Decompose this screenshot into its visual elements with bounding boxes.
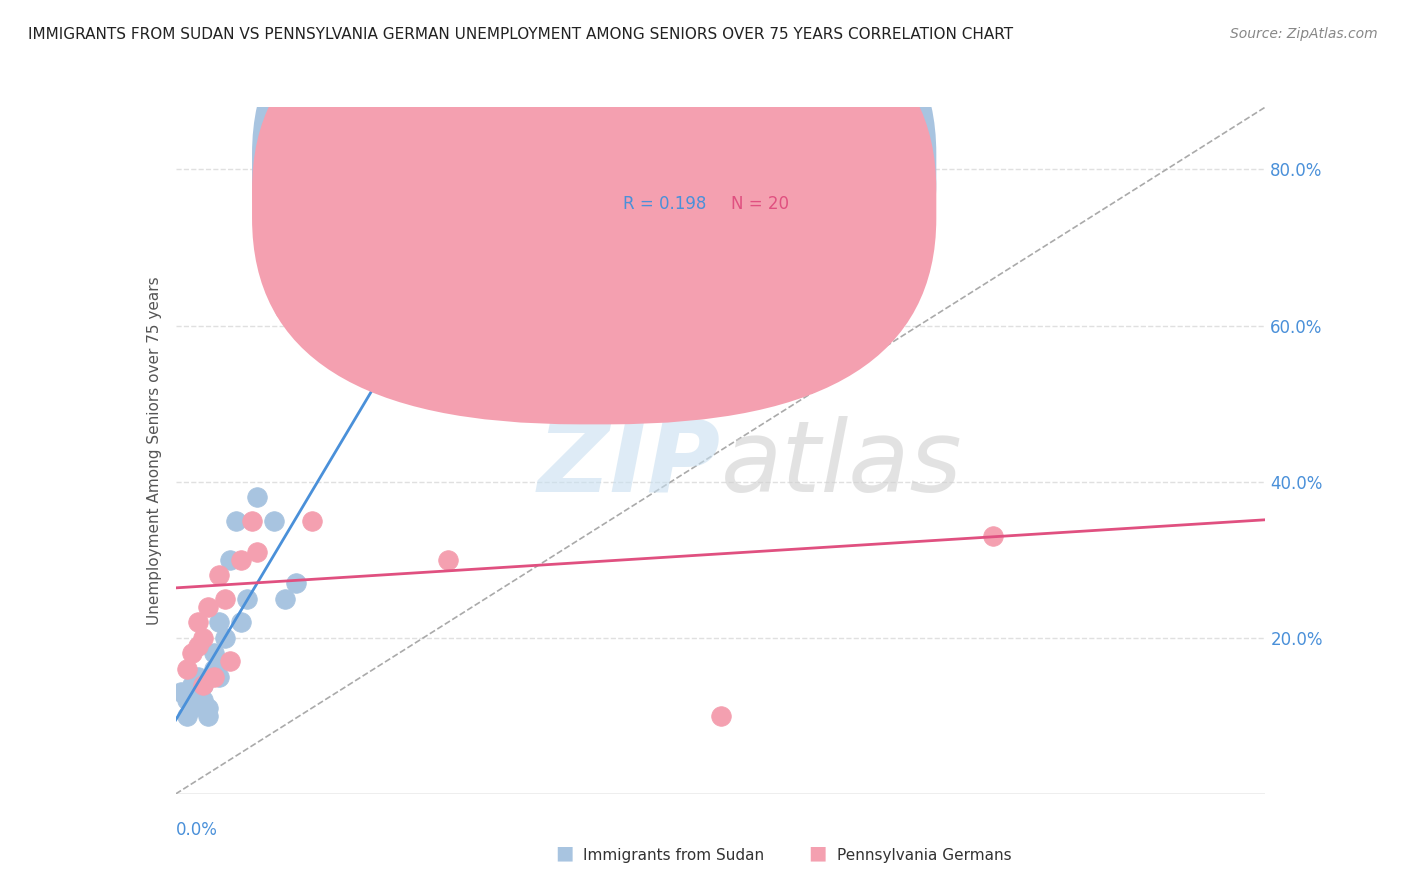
Point <box>240 514 263 528</box>
Point <box>191 678 214 692</box>
Point <box>274 302 297 317</box>
Text: N = 20: N = 20 <box>731 194 790 213</box>
Point <box>208 568 231 582</box>
Point <box>186 685 209 699</box>
Point <box>197 708 219 723</box>
Text: Pennsylvania Germans: Pennsylvania Germans <box>837 847 1011 863</box>
Point <box>197 599 219 614</box>
Point <box>176 662 198 676</box>
Point <box>356 279 378 293</box>
Point <box>191 693 214 707</box>
Point <box>214 591 236 606</box>
Point <box>981 529 1004 543</box>
Point <box>263 514 285 528</box>
Point <box>219 552 242 567</box>
Point <box>202 646 225 660</box>
Point <box>181 678 204 692</box>
FancyBboxPatch shape <box>557 135 841 237</box>
Text: ■: ■ <box>555 844 574 863</box>
Point <box>284 576 307 591</box>
Point <box>186 639 209 653</box>
Text: R = 0.318: R = 0.318 <box>623 159 706 178</box>
Point <box>246 545 269 559</box>
Point <box>191 631 214 645</box>
Text: N = 24: N = 24 <box>731 159 790 178</box>
Point <box>231 552 253 567</box>
Text: Source: ZipAtlas.com: Source: ZipAtlas.com <box>1230 27 1378 41</box>
Text: IMMIGRANTS FROM SUDAN VS PENNSYLVANIA GERMAN UNEMPLOYMENT AMONG SENIORS OVER 75 : IMMIGRANTS FROM SUDAN VS PENNSYLVANIA GE… <box>28 27 1014 42</box>
Point <box>186 615 209 630</box>
Text: ZIP: ZIP <box>537 416 721 513</box>
Text: R = 0.198: R = 0.198 <box>623 194 706 213</box>
Point <box>214 631 236 645</box>
Text: Immigrants from Sudan: Immigrants from Sudan <box>583 847 765 863</box>
Point <box>246 490 269 504</box>
Point <box>235 591 257 606</box>
Point <box>191 678 214 692</box>
Point <box>202 662 225 676</box>
FancyBboxPatch shape <box>252 0 936 425</box>
FancyBboxPatch shape <box>252 0 936 389</box>
Point <box>186 670 209 684</box>
Point <box>170 685 193 699</box>
Point <box>197 701 219 715</box>
Point <box>176 693 198 707</box>
Point <box>437 552 460 567</box>
Point <box>274 591 297 606</box>
Point <box>301 514 323 528</box>
Point <box>208 670 231 684</box>
Y-axis label: Unemployment Among Seniors over 75 years: Unemployment Among Seniors over 75 years <box>146 277 162 624</box>
Point <box>710 708 733 723</box>
Point <box>219 654 242 668</box>
Point <box>176 708 198 723</box>
Point <box>181 646 204 660</box>
Text: 0.0%: 0.0% <box>176 822 218 839</box>
Point <box>231 615 253 630</box>
Point <box>225 514 247 528</box>
Point <box>202 670 225 684</box>
Text: ■: ■ <box>808 844 827 863</box>
Point <box>181 701 204 715</box>
Point <box>208 615 231 630</box>
Text: atlas: atlas <box>721 416 962 513</box>
